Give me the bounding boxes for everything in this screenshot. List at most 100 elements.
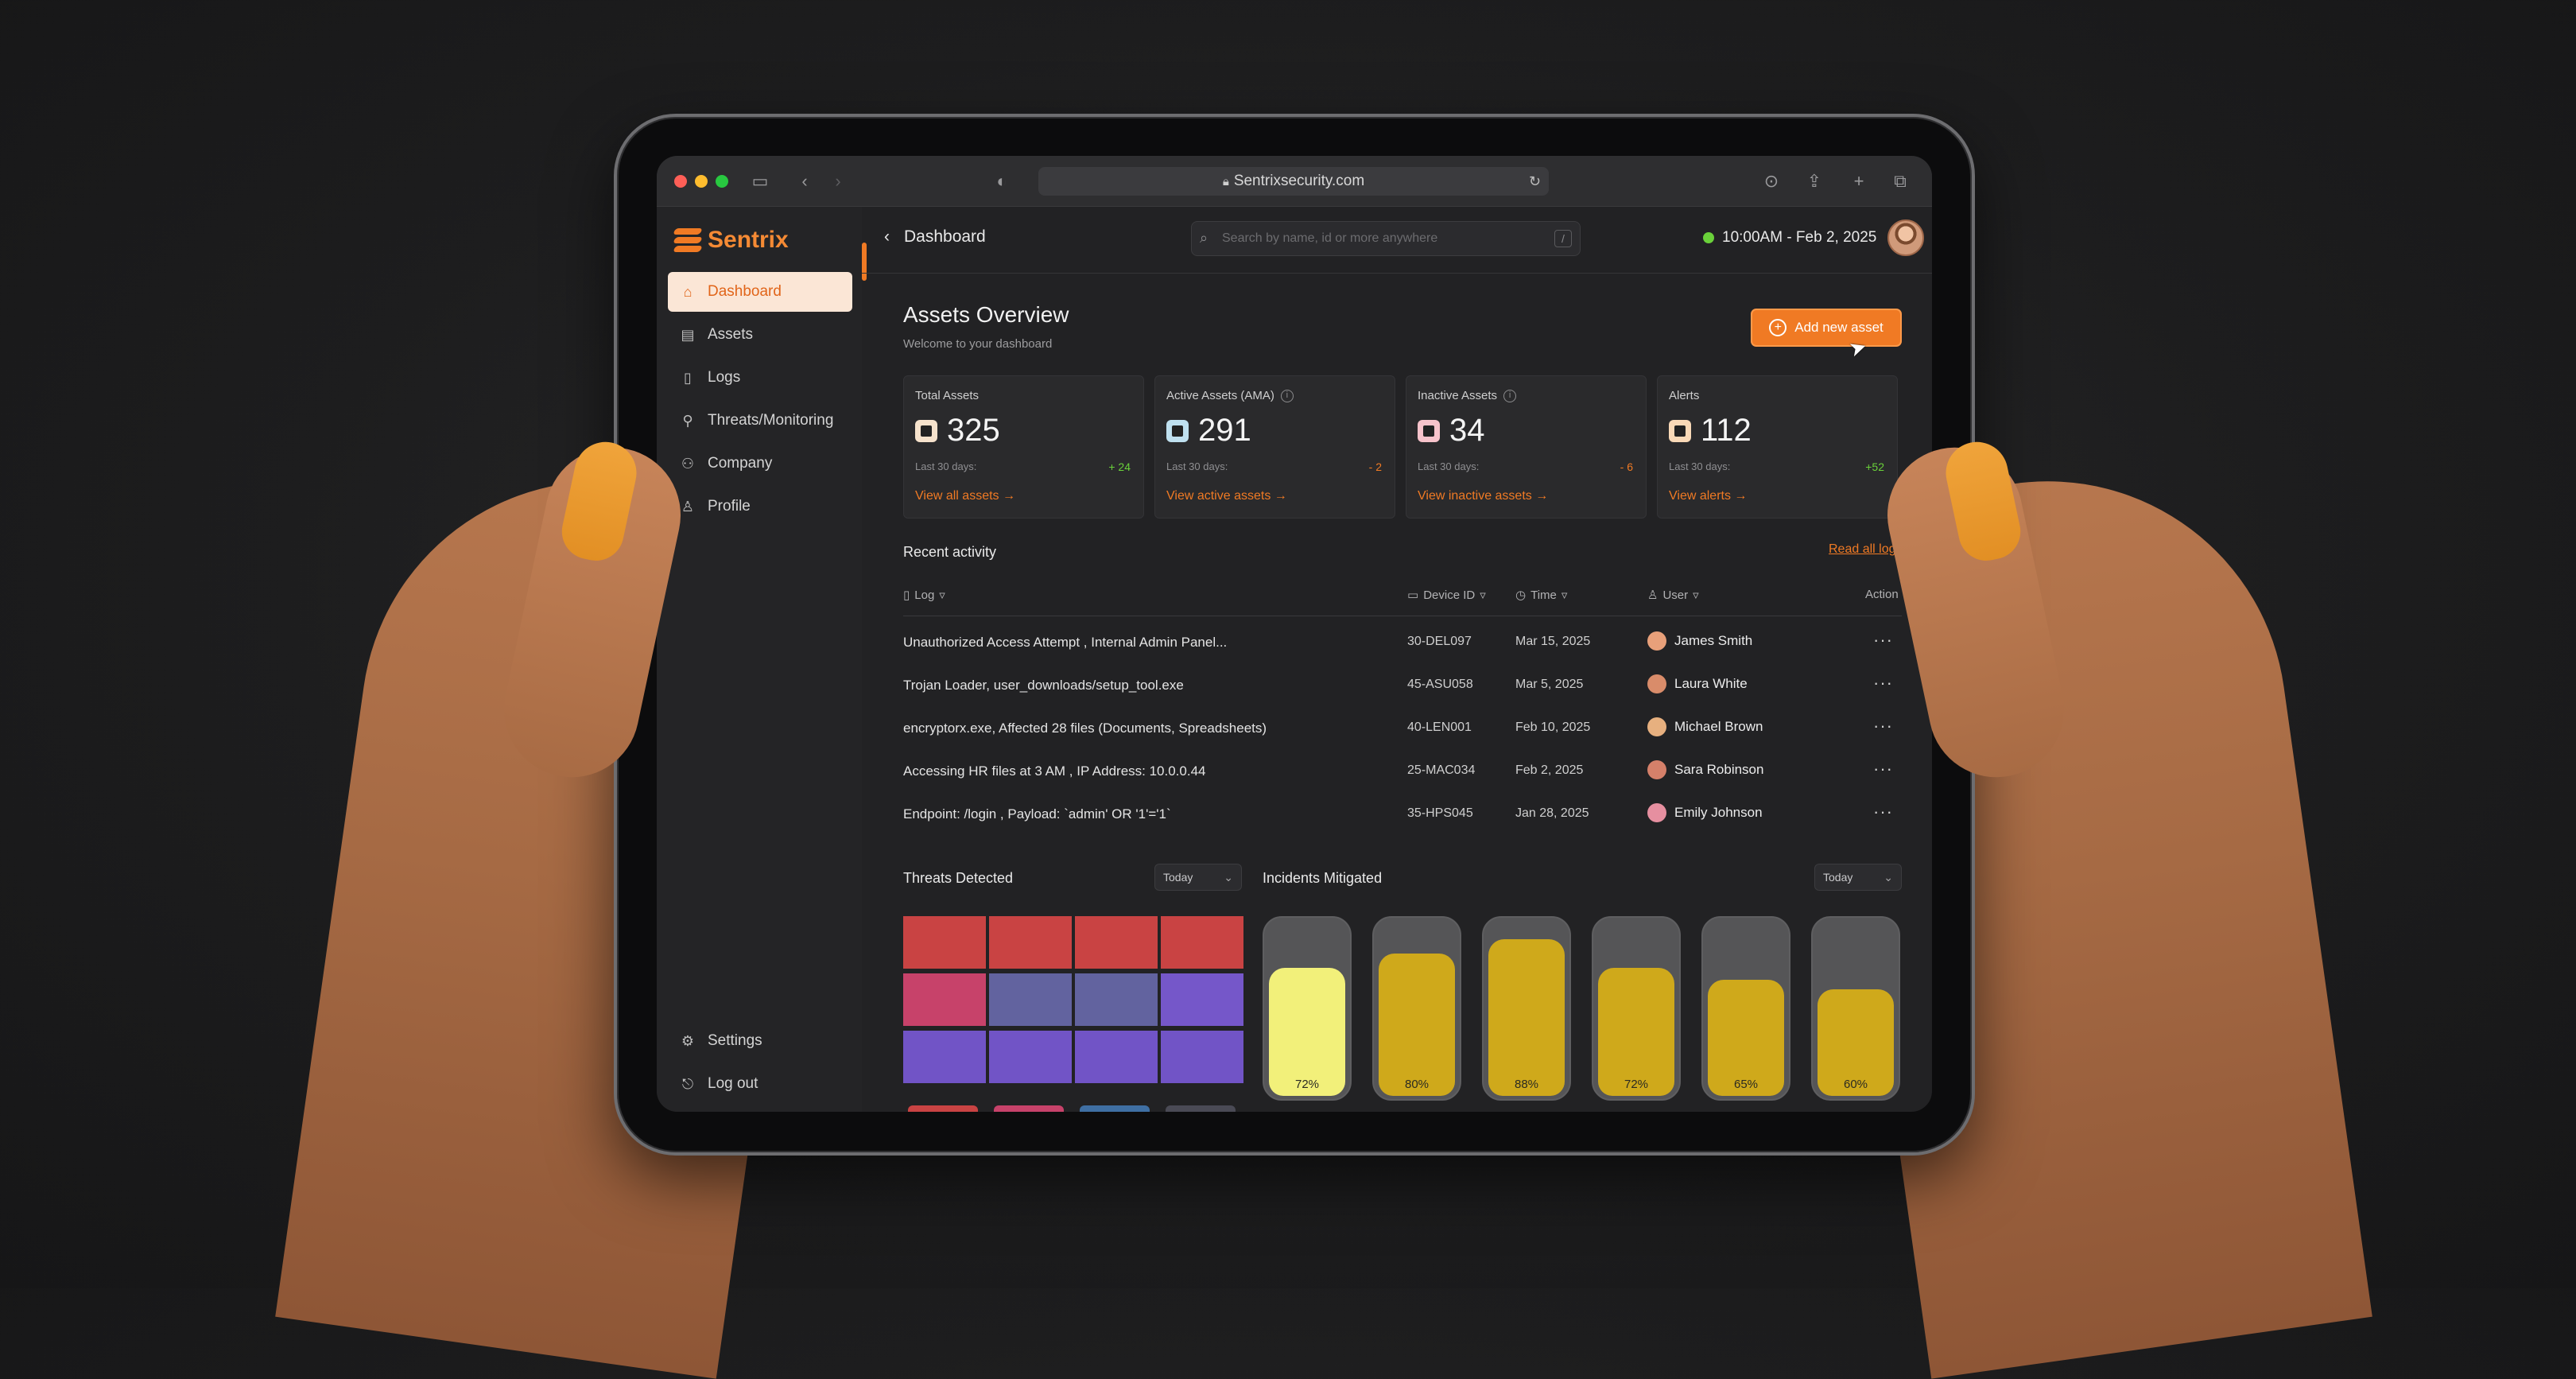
- stat-card-title: Alerts: [1669, 389, 1700, 402]
- incidents-mitigated-title: Incidents Mitigated: [1263, 870, 1383, 886]
- log-time: Feb 10, 2025: [1515, 721, 1591, 734]
- share-icon[interactable]: ⇪: [1806, 171, 1822, 191]
- table-row[interactable]: Endpoint: /login , Payload: `admin' OR '…: [903, 794, 1902, 837]
- tab-overview-icon[interactable]: ⧉: [1894, 171, 1907, 191]
- incident-bar-fill: [1818, 989, 1894, 1096]
- device-id: 35-HPS045: [1407, 806, 1473, 820]
- heatmap-cell[interactable]: [1161, 1031, 1243, 1083]
- stat-card-active-assets: Active Assets (AMA) i 291 Last 30 days: -…: [1154, 375, 1395, 519]
- back-icon[interactable]: ‹: [801, 171, 808, 191]
- more-actions-icon[interactable]: ···: [1873, 716, 1893, 736]
- forward-icon[interactable]: ›: [835, 171, 841, 191]
- view-alerts-link[interactable]: View alerts →: [1669, 489, 1748, 503]
- new-tab-icon[interactable]: +: [1853, 171, 1864, 191]
- arrow-right-icon: →: [1274, 489, 1287, 503]
- chevron-down-icon: ⌄: [1884, 871, 1893, 884]
- sidebar-item-profile[interactable]: ♙ Profile: [668, 487, 852, 526]
- address-bar[interactable]: 🔒︎ Sentrixsecurity.com ↻: [1038, 167, 1549, 196]
- reload-icon[interactable]: ↻: [1528, 173, 1541, 189]
- sidebar-item-logout[interactable]: ⎋ Log out: [668, 1064, 852, 1104]
- column-header-device-id[interactable]: ▭ Device ID ▿: [1407, 588, 1486, 603]
- main-content: Assets Overview Welcome to your dashboar…: [862, 274, 1932, 1112]
- heatmap-cell[interactable]: [903, 1031, 986, 1083]
- user-avatar[interactable]: [1887, 219, 1924, 256]
- sort-icon: ▿: [1693, 589, 1699, 602]
- clock-icon: ◷: [1515, 589, 1527, 602]
- threats-detected-title: Threats Detected: [903, 870, 1014, 886]
- column-header-user[interactable]: ♙ User ▿: [1647, 588, 1699, 603]
- sidebar-item-company[interactable]: ⚇ Company: [668, 444, 852, 484]
- device-id: 25-MAC034: [1407, 763, 1476, 777]
- stat-card-value: 34: [1449, 413, 1485, 448]
- more-actions-icon[interactable]: ···: [1873, 802, 1893, 822]
- sidebar-item-settings[interactable]: ⚙ Settings: [668, 1021, 852, 1061]
- info-icon[interactable]: i: [1280, 389, 1294, 402]
- read-all-logs-link[interactable]: Read all logs: [1829, 542, 1903, 556]
- log-user: Michael Brown: [1647, 717, 1763, 736]
- search-box[interactable]: ⌕ /: [1191, 221, 1581, 256]
- heatmap-cell[interactable]: [903, 973, 986, 1026]
- table-row[interactable]: Trojan Loader, user_downloads/setup_tool…: [903, 665, 1902, 708]
- brand-logo[interactable]: Sentrix: [673, 224, 789, 256]
- sidebar-item-dashboard[interactable]: ⌂ Dashboard: [668, 272, 852, 312]
- recent-activity-title: Recent activity: [903, 544, 997, 560]
- assets-icon: ▤: [681, 327, 695, 343]
- log-text: encryptorx.exe, Affected 28 files (Docum…: [903, 721, 1267, 736]
- view-all-assets-link[interactable]: View all assets →: [915, 489, 1015, 503]
- search-input[interactable]: [1220, 222, 1538, 255]
- info-icon[interactable]: i: [1503, 389, 1517, 402]
- column-header-action: Action: [1865, 588, 1899, 601]
- incident-bar[interactable]: 88%: [1482, 916, 1571, 1101]
- stat-card-value: 325: [947, 413, 1000, 448]
- system-status: 10:00AM - Feb 2, 2025: [1703, 229, 1876, 247]
- heatmap-cell[interactable]: [1075, 1031, 1158, 1083]
- heatmap-cell[interactable]: [1161, 973, 1243, 1026]
- threats-period-select[interactable]: Today ⌄: [1154, 864, 1242, 891]
- sidebar-item-logs[interactable]: ▯ Logs: [668, 358, 852, 398]
- heatmap-cell: [1166, 1105, 1236, 1112]
- column-header-time[interactable]: ◷ Time ▿: [1515, 588, 1568, 603]
- incidents-period-select[interactable]: Today ⌄: [1814, 864, 1902, 891]
- table-row[interactable]: encryptorx.exe, Affected 28 files (Docum…: [903, 708, 1902, 751]
- incident-bar[interactable]: 72%: [1592, 916, 1681, 1101]
- incident-bar[interactable]: 65%: [1701, 916, 1790, 1101]
- maximize-window-button[interactable]: [716, 175, 728, 188]
- sidebar-item-label: Log out: [708, 1075, 758, 1092]
- table-row[interactable]: Unauthorized Access Attempt , Internal A…: [903, 622, 1902, 665]
- heatmap-cell[interactable]: [903, 916, 986, 969]
- heatmap-cell[interactable]: [989, 1031, 1072, 1083]
- more-actions-icon[interactable]: ···: [1873, 673, 1893, 693]
- incident-bar-fill: [1708, 980, 1784, 1096]
- avatar: [1647, 717, 1666, 736]
- incident-bar[interactable]: 72%: [1263, 916, 1352, 1101]
- incident-bar[interactable]: 80%: [1372, 916, 1461, 1101]
- view-inactive-assets-link[interactable]: View inactive assets →: [1418, 489, 1549, 503]
- heatmap-cell[interactable]: [989, 973, 1072, 1026]
- table-row[interactable]: Accessing HR files at 3 AM , IP Address:…: [903, 751, 1902, 794]
- stat-card-value: 112: [1701, 413, 1752, 448]
- back-chevron-icon[interactable]: ‹: [884, 227, 890, 246]
- sidebar-item-label: Company: [708, 455, 773, 472]
- sidebar-item-threats-monitoring[interactable]: ⚲ Threats/Monitoring: [668, 401, 852, 441]
- heatmap-cell[interactable]: [1075, 916, 1158, 969]
- view-active-assets-link[interactable]: View active assets →: [1166, 489, 1287, 503]
- privacy-shield-icon[interactable]: ◐: [996, 171, 1007, 191]
- close-window-button[interactable]: [674, 175, 687, 188]
- heatmap-cell[interactable]: [1075, 973, 1158, 1026]
- sort-icon: ▿: [1480, 589, 1486, 602]
- more-actions-icon[interactable]: ···: [1873, 759, 1893, 779]
- heatmap-cell[interactable]: [989, 916, 1072, 969]
- minimize-window-button[interactable]: [695, 175, 708, 188]
- download-icon[interactable]: ⊙: [1763, 171, 1779, 191]
- more-actions-icon[interactable]: ···: [1873, 630, 1893, 650]
- column-header-log[interactable]: ▯ Log ▿: [903, 588, 945, 603]
- incident-bar-fill: [1488, 939, 1565, 1096]
- device-id: 30-DEL097: [1407, 635, 1472, 648]
- incident-bar[interactable]: 60%: [1811, 916, 1900, 1101]
- add-new-asset-button[interactable]: + Add new asset: [1751, 309, 1902, 347]
- sidebar-toggle-icon[interactable]: ▭: [751, 171, 769, 191]
- sidebar-item-assets[interactable]: ▤ Assets: [668, 315, 852, 355]
- incident-bar-label: 65%: [1733, 1078, 1759, 1091]
- heatmap-cell[interactable]: [1161, 916, 1243, 969]
- stat-card-period: Last 30 days:: [1166, 460, 1228, 472]
